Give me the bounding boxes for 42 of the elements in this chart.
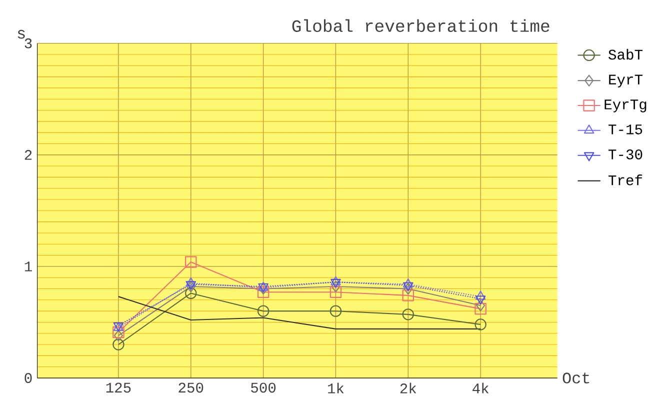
point — [185, 256, 197, 268]
x-tick-label: 2k — [400, 382, 416, 394]
point — [402, 290, 414, 302]
point — [402, 308, 414, 320]
point — [330, 286, 342, 298]
point — [258, 282, 268, 295]
point — [475, 290, 486, 300]
point — [474, 318, 486, 330]
point — [186, 277, 196, 286]
point — [330, 278, 341, 288]
x-tick-label: 4k — [472, 382, 489, 394]
legend-label: T-15 — [608, 124, 642, 134]
point — [257, 305, 270, 317]
legend-label: T-30 — [608, 149, 642, 160]
y-tick-label: 3 — [24, 38, 32, 48]
point — [474, 302, 486, 315]
point — [331, 280, 340, 292]
chart-title: Global reverberation time — [292, 19, 550, 32]
x-tick-label: 1k — [328, 382, 344, 394]
point — [257, 286, 270, 298]
x-tick-label: 125 — [106, 382, 131, 393]
y-tick-label: 1 — [24, 262, 32, 272]
point — [330, 276, 341, 286]
x-axis-title: Oct — [562, 372, 590, 384]
legend-label: EyrTg — [604, 100, 646, 112]
y-tick-label: 0 — [24, 373, 32, 383]
point — [404, 282, 413, 295]
point — [475, 296, 486, 305]
legend-label: Tref — [608, 174, 642, 186]
y-axis-title: s — [18, 30, 25, 39]
legend-label: EyrT — [609, 74, 642, 88]
point — [185, 287, 197, 300]
point — [114, 330, 123, 342]
legend-label: SabT — [608, 48, 642, 60]
point — [403, 282, 414, 292]
point — [112, 338, 124, 350]
x-tick-label: 500 — [251, 382, 276, 393]
x-tick-label: 250 — [178, 382, 204, 393]
y-tick-label: 2 — [24, 150, 32, 160]
point — [476, 300, 486, 312]
point — [112, 326, 124, 338]
point — [330, 305, 342, 317]
